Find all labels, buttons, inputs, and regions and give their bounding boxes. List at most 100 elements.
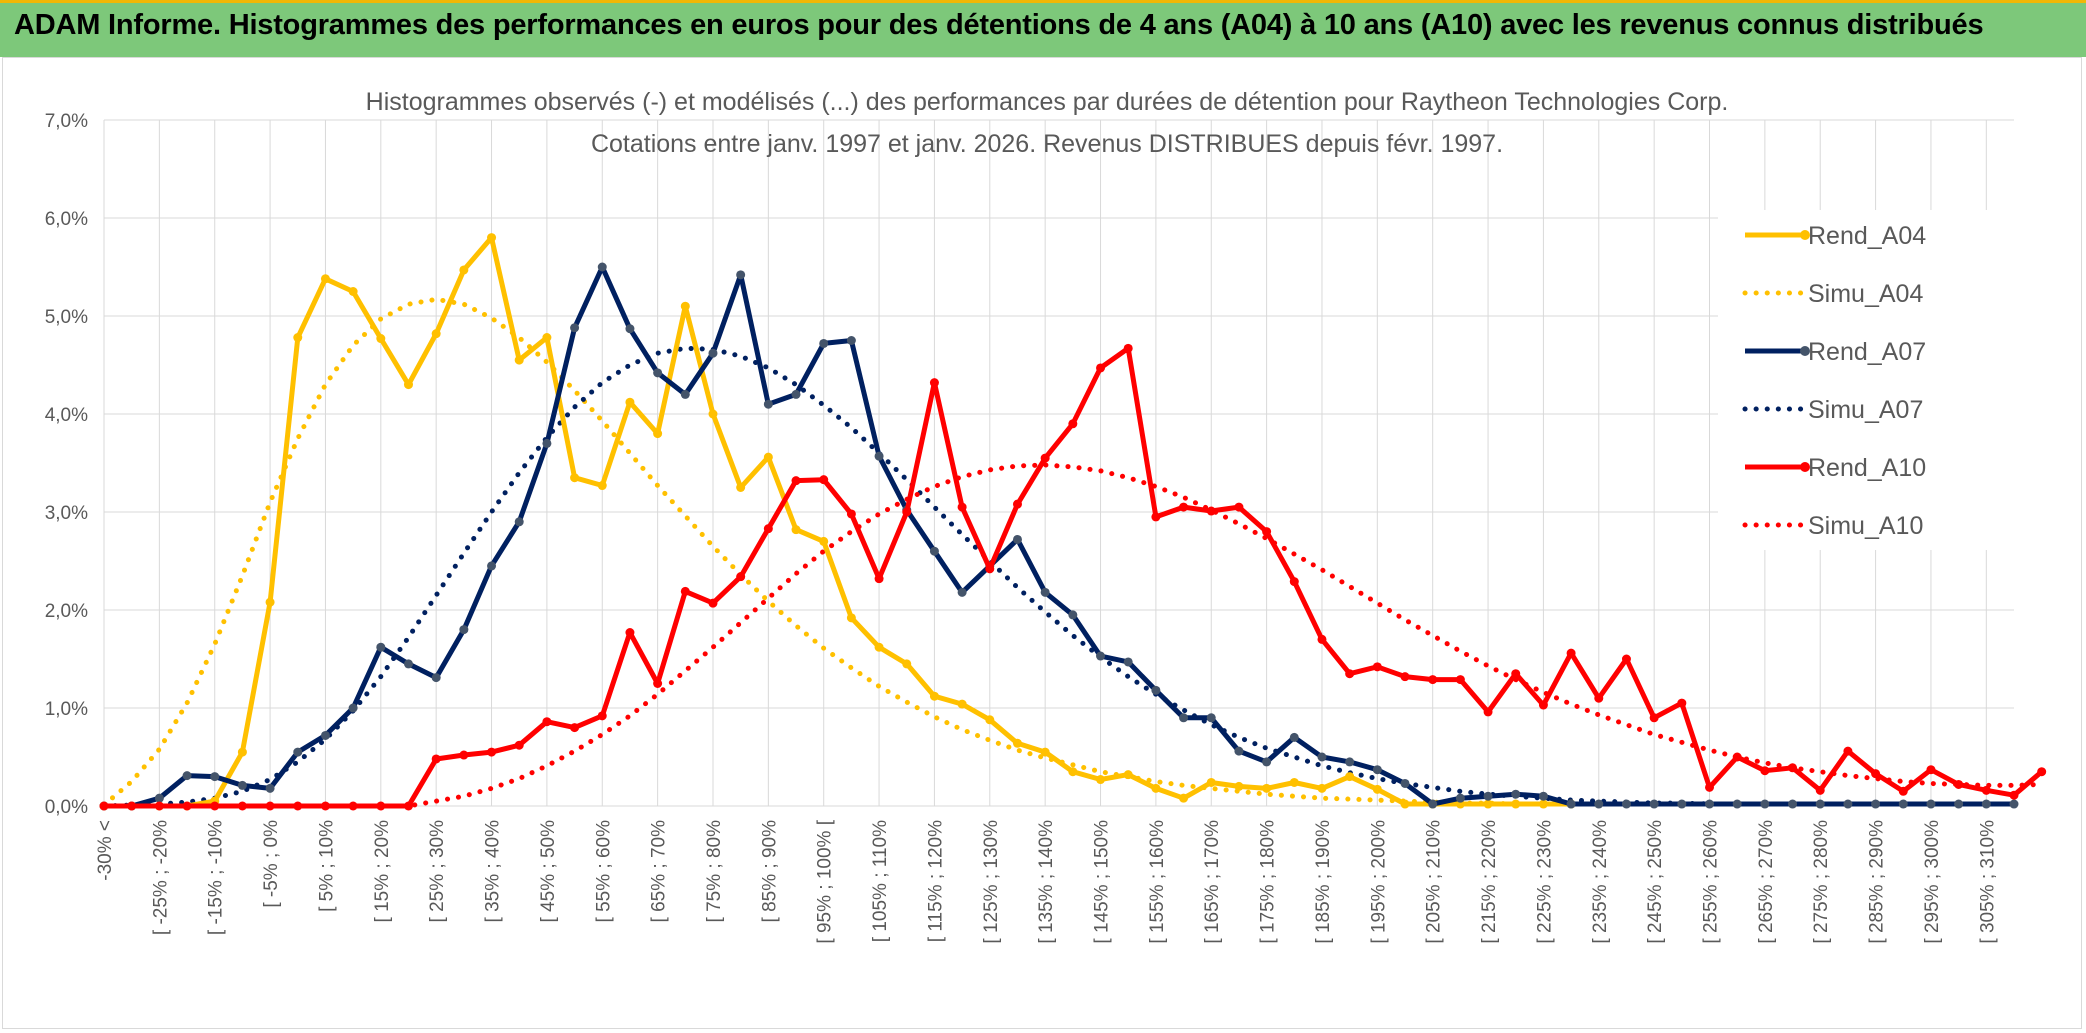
data-point: [431, 754, 441, 764]
data-point: [293, 747, 303, 757]
data-point: [1566, 799, 1576, 809]
data-point: [1068, 610, 1078, 620]
data-point: [459, 750, 469, 760]
data-point: [653, 368, 663, 378]
data-point: [1040, 747, 1050, 757]
y-tick-label: 4,0%: [45, 405, 88, 426]
data-point: [985, 715, 995, 725]
data-point: [1843, 746, 1853, 756]
series-simu_a07: [101, 345, 2017, 809]
data-point: [1345, 669, 1355, 679]
x-tick-label: [ 165% ; 170%: [1202, 820, 1223, 944]
data-point: [1012, 534, 1022, 544]
data-point: [1400, 778, 1410, 788]
data-point: [763, 399, 773, 409]
data-point: [1179, 713, 1189, 723]
data-point: [1871, 799, 1881, 809]
data-point: [1428, 799, 1438, 809]
data-point: [1788, 763, 1798, 773]
data-point: [736, 483, 746, 492]
legend-box: [1718, 210, 2018, 550]
y-axis: 0,0% 1,0% 2,0% 3,0% 4,0% 5,0% 6,0% 7,0%: [45, 111, 88, 818]
data-point: [1317, 634, 1327, 644]
data-point: [625, 324, 635, 334]
x-tick-label: [ 85% ; 90%: [759, 820, 780, 923]
data-point: [1179, 502, 1189, 512]
series-rend_a04: [99, 233, 1576, 811]
data-point: [597, 262, 607, 272]
data-point: [237, 801, 247, 811]
data-point: [293, 801, 303, 811]
data-point: [514, 355, 524, 365]
x-tick-label: [ 25% ; 30%: [427, 820, 448, 923]
x-tick-label: [ 225% ; 230%: [1534, 820, 1555, 944]
legend-label: Rend_A10: [1808, 454, 1926, 482]
data-point: [1012, 499, 1022, 509]
data-point: [1372, 784, 1382, 794]
data-point: [1705, 782, 1715, 792]
legend-label: Simu_A10: [1808, 512, 1923, 540]
x-tick-label: [ 15% ; 20%: [372, 820, 393, 923]
series-line-simu_a10: [101, 462, 2045, 809]
data-point: [763, 524, 773, 534]
data-point: [1123, 770, 1133, 780]
data-point: [1621, 799, 1631, 809]
data-point: [487, 561, 497, 571]
data-point: [653, 429, 663, 439]
data-point: [2009, 790, 2019, 800]
data-point: [1234, 746, 1244, 756]
data-point: [320, 801, 330, 811]
data-point: [708, 409, 718, 419]
data-point: [2009, 799, 2019, 809]
data-point: [957, 587, 967, 597]
data-point: [791, 476, 801, 486]
data-point: [1788, 799, 1798, 809]
data-point: [265, 801, 275, 811]
x-tick-label: [ 125% ; 130%: [981, 820, 1002, 944]
data-point: [403, 659, 413, 669]
data-point: [1096, 651, 1106, 661]
data-point: [237, 747, 247, 757]
legend-label: Simu_A07: [1808, 396, 1923, 424]
data-point: [1151, 685, 1161, 695]
data-point: [1455, 793, 1465, 803]
x-tick-label: [ 35% ; 40%: [483, 820, 504, 923]
data-point: [1954, 779, 1964, 789]
data-point: [487, 233, 497, 243]
data-point: [127, 801, 137, 811]
data-point: [542, 438, 552, 448]
legend-marker: [1800, 346, 1810, 356]
data-point: [1760, 799, 1770, 809]
data-point: [1289, 577, 1299, 587]
data-point: [1538, 799, 1548, 809]
data-point: [320, 730, 330, 740]
data-point: [846, 336, 856, 345]
data-point: [1705, 799, 1715, 809]
data-point: [791, 525, 801, 535]
data-point: [597, 481, 607, 491]
x-tick-label: [ 205% ; 210%: [1424, 820, 1445, 944]
legend-item-simu_a10: Simu_A10: [1742, 512, 1923, 540]
data-point: [154, 793, 164, 803]
x-tick-label: [ 235% ; 240%: [1590, 820, 1611, 944]
x-tick-label: [ 65% ; 70%: [649, 820, 670, 923]
data-point: [736, 270, 746, 280]
y-tick-label: 1,0%: [45, 699, 88, 720]
data-point: [1538, 700, 1548, 710]
data-point: [1926, 799, 1936, 809]
data-point: [1954, 799, 1964, 809]
x-tick-label: [ 185% ; 190%: [1313, 820, 1334, 944]
data-point: [570, 473, 580, 483]
x-tick-label: [ -25% ; -20%: [150, 820, 171, 935]
data-point: [1483, 707, 1493, 717]
data-point: [1317, 752, 1327, 762]
data-point: [1096, 775, 1106, 785]
data-point: [1677, 698, 1687, 708]
data-point: [570, 723, 580, 733]
data-point: [1815, 785, 1825, 795]
data-point: [1566, 648, 1576, 658]
data-point: [1262, 783, 1272, 793]
data-point: [154, 801, 164, 811]
data-point: [542, 333, 552, 343]
data-point: [1234, 502, 1244, 512]
